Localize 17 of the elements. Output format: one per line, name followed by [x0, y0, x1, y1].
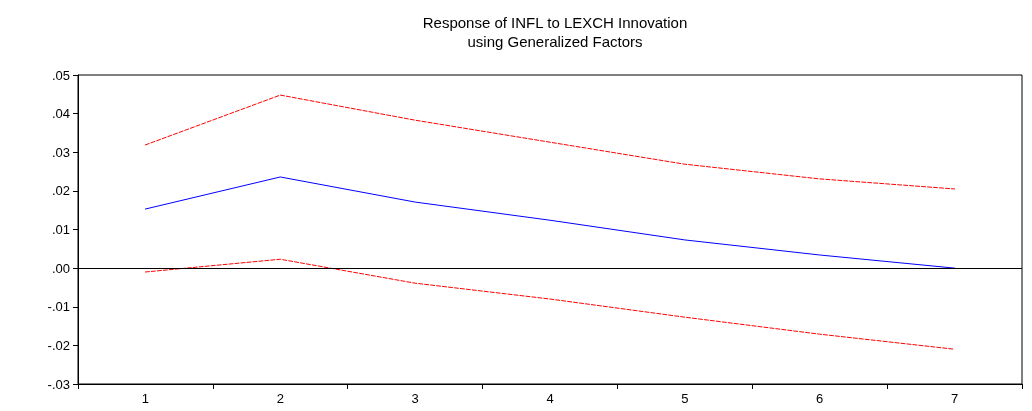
y-tick-label: .00	[51, 260, 70, 276]
chart-title: Response of INFL to LEXCH Innovation using Generalized Factors	[422, 14, 688, 50]
y-tick-label: .01	[51, 222, 70, 237]
x-tick-label: 2	[276, 391, 284, 406]
y-tick-label: -.02	[47, 337, 70, 353]
y-tick-label: -.03	[47, 376, 70, 392]
x-tick-label: 5	[681, 391, 689, 406]
x-tick-label: 6	[816, 391, 824, 406]
y-tick-label: .05	[51, 67, 70, 83]
y-tick-label: .04	[51, 106, 70, 122]
y-tick-label: .02	[51, 183, 70, 199]
y-tick-label: -.01	[47, 299, 70, 315]
x-tick-label: 7	[950, 391, 959, 406]
x-tick-label: 1	[141, 391, 150, 406]
x-tick-label: 3	[411, 391, 419, 406]
y-tick-label: .03	[51, 144, 70, 160]
x-tick-label: 4	[546, 391, 554, 406]
